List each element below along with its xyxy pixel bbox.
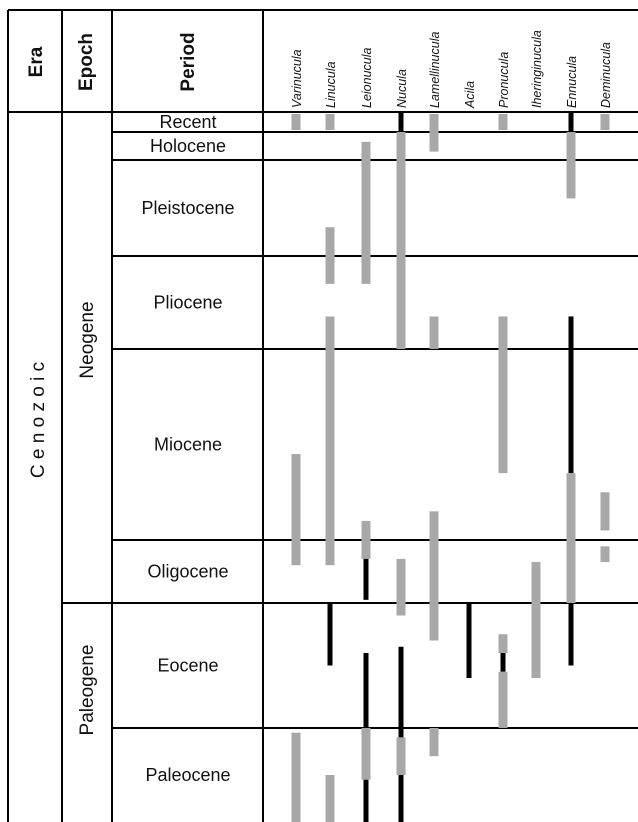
range-bar: [363, 653, 369, 728]
range-bar: [325, 227, 335, 284]
range-bar: [500, 653, 506, 672]
range-bar: [498, 671, 508, 728]
range-bar: [531, 562, 541, 678]
range-bar: [361, 728, 371, 780]
range-bar: [498, 634, 508, 653]
range-bar: [361, 141, 371, 284]
genus-label: Nucula: [395, 69, 409, 108]
range-bar: [568, 603, 574, 666]
range-bar: [325, 316, 335, 566]
genus-label: Pronucula: [497, 52, 511, 108]
range-bar: [429, 511, 439, 641]
genus-label: Ennucula: [565, 56, 579, 108]
range-bar: [600, 546, 610, 563]
period-label: Holocene: [150, 136, 226, 156]
range-bar: [466, 603, 472, 678]
header-period: Period: [178, 32, 199, 91]
genus-label: Leionucula: [360, 47, 374, 108]
period-label: Pleistocene: [141, 198, 234, 218]
epoch-label-paleogene: Paleogene: [77, 645, 98, 736]
range-bars: [291, 112, 610, 822]
range-bar: [568, 316, 574, 474]
period-label: Recent: [159, 112, 216, 132]
range-bar: [396, 558, 406, 616]
range-bar: [325, 775, 335, 822]
range-bar: [291, 114, 301, 130]
range-bar: [363, 779, 369, 822]
period-label: Pliocene: [153, 293, 222, 313]
period-label: Eocene: [157, 656, 218, 676]
grid-lines: [7, 9, 638, 822]
epoch-label-neogene: Neogene: [77, 301, 98, 378]
range-bar: [398, 112, 404, 132]
range-bar: [361, 520, 371, 559]
genus-label: Iheringinucula: [530, 30, 544, 108]
genus-label: Linucula: [324, 61, 338, 108]
period-label: Oligocene: [147, 562, 228, 582]
range-bar: [429, 114, 439, 152]
range-bar: [429, 316, 439, 349]
labels: Era Epoch Period C e n o z o i c Neogene…: [26, 30, 613, 785]
period-label: Miocene: [154, 435, 222, 455]
range-bar: [363, 558, 369, 600]
genus-label: Varinucula: [290, 49, 304, 108]
range-bar: [566, 473, 576, 603]
genus-label: Lamellinucula: [428, 32, 442, 108]
range-bar: [498, 114, 508, 130]
period-label: Paleocene: [145, 765, 230, 785]
range-bar: [566, 132, 576, 199]
range-bar: [396, 737, 406, 775]
genus-label: Acila: [463, 81, 477, 109]
range-bar: [398, 646, 404, 666]
range-bar: [325, 114, 335, 130]
range-bar: [498, 316, 508, 474]
genus-label: Deminucula: [599, 42, 613, 108]
range-bar: [327, 603, 333, 666]
range-bar: [398, 775, 404, 822]
range-bar: [291, 454, 301, 566]
era-label: C e n o z o i c: [28, 362, 49, 478]
range-bar: [396, 132, 406, 349]
range-bar: [291, 732, 301, 822]
range-bar: [600, 492, 610, 531]
range-bar: [600, 114, 610, 130]
range-bar: [429, 728, 439, 757]
range-bar: [568, 112, 574, 132]
header-epoch: Epoch: [76, 33, 97, 91]
range-bar: [398, 665, 404, 738]
header-era: Era: [26, 46, 47, 77]
